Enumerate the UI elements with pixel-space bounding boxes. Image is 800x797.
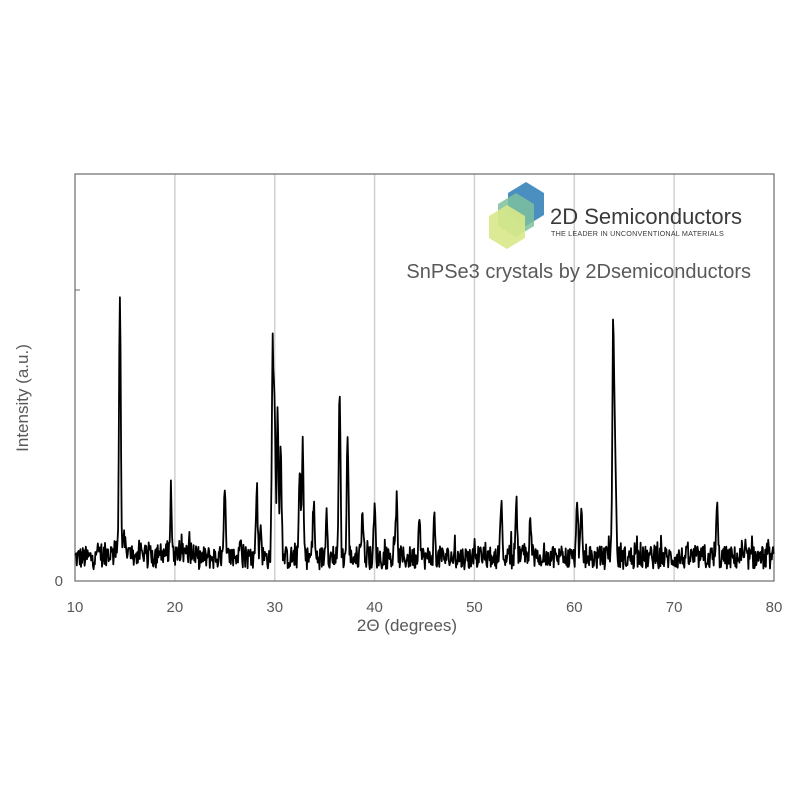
- plot-area-border: [74, 173, 775, 582]
- x-tick-label: 30: [266, 599, 283, 616]
- xrd-series-line: [74, 296, 775, 571]
- series-group: [74, 296, 775, 571]
- company-logo: 2D Semiconductors THE LEADER IN UNCONVEN…: [489, 182, 742, 249]
- y-tick-label: 0: [55, 573, 63, 590]
- logo-tagline: THE LEADER IN UNCONVENTIONAL MATERIALS: [551, 229, 724, 238]
- logo-name: 2D Semiconductors: [550, 204, 742, 229]
- x-axis-title: 2Θ (degrees): [357, 616, 457, 635]
- chart-annotation: SnPSe3 crystals by 2Dsemiconductors: [406, 261, 751, 283]
- logo-hexagon-yellow: [489, 205, 525, 249]
- grid: [174, 174, 675, 581]
- x-tick-label: 10: [67, 599, 84, 616]
- x-tick-label: 20: [167, 599, 184, 616]
- x-tick-label: 60: [566, 599, 583, 616]
- x-tick-label: 80: [766, 599, 783, 616]
- tick-labels: 10 20 30 40 50 60 70 80 0: [55, 289, 783, 616]
- x-tick-label: 50: [466, 599, 483, 616]
- y-axis-title: Intensity (a.u.): [13, 344, 32, 452]
- x-tick-label: 40: [366, 599, 383, 616]
- x-tick-label: 70: [666, 599, 683, 616]
